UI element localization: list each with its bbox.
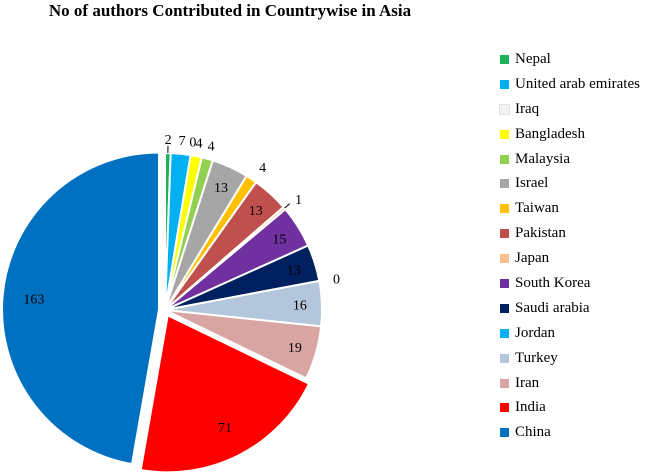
legend-label: Malaysia	[515, 150, 570, 167]
data-label-china: 163	[23, 293, 44, 308]
legend-swatch	[500, 204, 509, 214]
leader-line-japan	[284, 203, 291, 209]
legend-item-china: China	[500, 420, 640, 445]
legend-swatch	[500, 179, 509, 189]
data-label-iran: 19	[288, 341, 302, 356]
legend-swatch	[500, 278, 509, 288]
legend-swatch	[499, 103, 510, 115]
legend-item-iraq: Iraq	[499, 97, 640, 122]
legend-swatch	[500, 154, 509, 164]
chart-title: No of authors Contributed in Countrywise…	[48, 1, 412, 20]
legend-label: Saudi arabia	[515, 299, 590, 316]
data-label-nepal: 2	[165, 133, 172, 148]
pie-slice-iran	[164, 309, 323, 380]
data-label-iraq: 0	[189, 135, 196, 150]
chart-legend: Nepal United arab emirates Iraq Bangladesh M…	[499, 47, 640, 445]
legend-swatch	[500, 328, 509, 338]
legend-swatch	[500, 428, 509, 438]
legend-item-turkey: Turkey	[500, 346, 640, 371]
legend-label: Japan	[515, 250, 550, 267]
data-label-bangladesh: 4	[196, 136, 203, 151]
legend-label: Nepal	[515, 50, 551, 67]
legend-label: Taiwan	[515, 200, 559, 217]
data-label-united-arab-emirates: 7	[179, 134, 186, 149]
data-label-taiwan: 4	[259, 161, 266, 176]
data-label-turkey: 16	[293, 298, 307, 313]
legend-item-nepal: Nepal	[500, 47, 640, 72]
legend-item-jordan: Jordan	[500, 321, 640, 346]
legend-label: Bangladesh	[515, 125, 585, 142]
legend-label: South Korea	[515, 274, 591, 291]
legend-swatch	[500, 378, 509, 388]
legend-label: United arab emirates	[515, 75, 640, 92]
legend-label: Israel	[515, 175, 549, 192]
legend-item-iran: Iran	[500, 371, 640, 396]
legend-swatch	[500, 229, 509, 239]
legend-swatch	[500, 54, 509, 64]
legend-item-pakistan: Pakistan	[500, 221, 640, 246]
legend-item-south-korea: South Korea	[500, 271, 640, 296]
legend-label: Iraq	[515, 100, 540, 117]
data-label-south-korea: 15	[272, 232, 286, 247]
legend-swatch	[500, 129, 509, 139]
legend-label: Pakistan	[515, 225, 566, 242]
legend-swatch	[500, 353, 509, 363]
legend-item-bangladesh: Bangladesh	[500, 122, 640, 147]
legend-label: Jordan	[515, 324, 555, 341]
legend-label: Iran	[515, 374, 540, 391]
data-label-jordan: 0	[333, 272, 340, 287]
legend-item-japan: Japan	[500, 246, 640, 271]
legend-item-israel: Israel	[500, 171, 640, 196]
pie-slice-india	[139, 313, 311, 473]
legend-swatch	[500, 79, 509, 89]
data-label-india: 71	[218, 421, 232, 436]
data-label-israel: 13	[214, 181, 228, 196]
legend-label: India	[515, 399, 546, 416]
legend-item-malaysia: Malaysia	[500, 147, 640, 172]
legend-item-india: India	[500, 395, 640, 420]
legend-item-taiwan: Taiwan	[500, 196, 640, 221]
data-label-pakistan: 13	[249, 204, 263, 219]
data-label-malaysia: 4	[208, 139, 215, 154]
legend-label: Turkey	[515, 349, 558, 366]
legend-item-united-arab-emirates: United arab emirates	[500, 72, 640, 97]
legend-swatch	[500, 303, 509, 313]
data-label-japan: 1	[295, 193, 302, 208]
pie-slice-china	[1, 151, 161, 466]
legend-label: China	[515, 424, 551, 441]
data-label-saudi-arabia: 13	[287, 263, 301, 278]
legend-swatch	[500, 254, 509, 264]
legend-swatch	[500, 403, 509, 413]
legend-item-saudi-arabia: Saudi arabia	[500, 296, 640, 321]
